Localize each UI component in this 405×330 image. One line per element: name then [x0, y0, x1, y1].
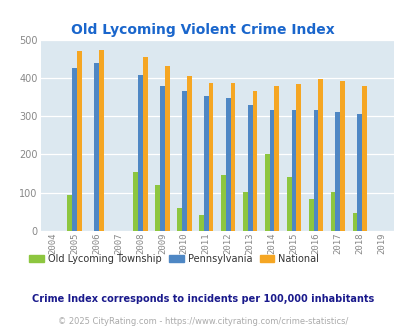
Bar — [269, 111, 274, 231]
Bar — [99, 50, 104, 231]
Bar — [286, 177, 291, 231]
Text: Old Lycoming Violent Crime Index: Old Lycoming Violent Crime Index — [71, 23, 334, 37]
Bar — [208, 83, 213, 231]
Bar — [138, 75, 143, 231]
Bar — [155, 185, 160, 231]
Text: © 2025 CityRating.com - https://www.cityrating.com/crime-statistics/: © 2025 CityRating.com - https://www.city… — [58, 317, 347, 326]
Bar — [339, 81, 344, 231]
Bar — [230, 83, 235, 231]
Bar — [356, 114, 361, 231]
Bar — [330, 192, 335, 231]
Bar — [181, 91, 186, 231]
Bar — [225, 98, 230, 231]
Bar — [242, 192, 247, 231]
Bar — [291, 111, 296, 231]
Bar — [203, 96, 208, 231]
Bar — [164, 66, 169, 231]
Bar — [252, 90, 257, 231]
Bar — [94, 63, 99, 231]
Bar — [186, 76, 191, 231]
Bar — [264, 154, 269, 231]
Bar — [313, 111, 318, 231]
Bar — [143, 57, 147, 231]
Bar — [133, 173, 138, 231]
Bar — [67, 195, 72, 231]
Bar — [77, 51, 82, 231]
Bar — [177, 208, 181, 231]
Bar — [220, 176, 225, 231]
Bar — [247, 106, 252, 231]
Bar — [198, 215, 203, 231]
Bar — [160, 86, 164, 231]
Bar — [72, 68, 77, 231]
Bar — [335, 112, 339, 231]
Bar — [318, 79, 322, 231]
Bar — [308, 199, 313, 231]
Bar — [361, 86, 366, 231]
Bar — [352, 213, 356, 231]
Legend: Old Lycoming Township, Pennsylvania, National: Old Lycoming Township, Pennsylvania, Nat… — [25, 249, 322, 267]
Bar — [296, 84, 301, 231]
Bar — [274, 86, 279, 231]
Text: Crime Index corresponds to incidents per 100,000 inhabitants: Crime Index corresponds to incidents per… — [32, 294, 373, 304]
